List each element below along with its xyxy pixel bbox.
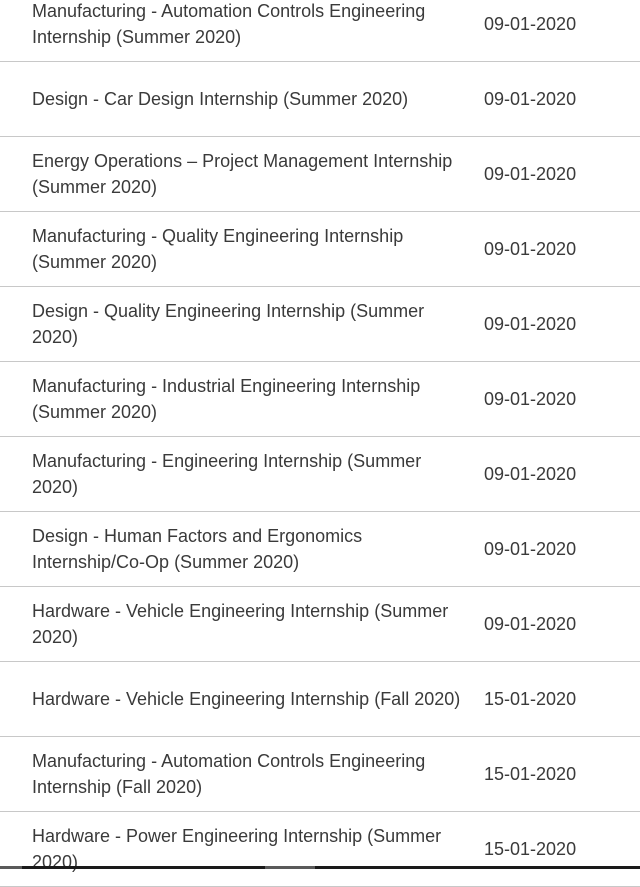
table-row[interactable]: Design - Car Design Internship (Summer 2… xyxy=(0,62,640,137)
job-title-link[interactable]: Manufacturing - Engineering Internship (… xyxy=(32,448,472,500)
table-row[interactable]: Manufacturing - Automation Controls Engi… xyxy=(0,0,640,62)
posted-date: 15-01-2020 xyxy=(484,761,576,787)
job-title-link[interactable]: Hardware - Vehicle Engineering Internshi… xyxy=(32,598,472,650)
posted-date: 09-01-2020 xyxy=(484,536,576,562)
job-title-link[interactable]: Energy Operations – Project Management I… xyxy=(32,148,472,200)
posted-date: 09-01-2020 xyxy=(484,11,576,37)
posted-date: 09-01-2020 xyxy=(484,311,576,337)
table-row[interactable]: Manufacturing - Engineering Internship (… xyxy=(0,437,640,512)
posted-date: 09-01-2020 xyxy=(484,236,576,262)
table-row[interactable]: Design - Quality Engineering Internship … xyxy=(0,287,640,362)
table-row[interactable]: Manufacturing - Industrial Engineering I… xyxy=(0,362,640,437)
posted-date: 09-01-2020 xyxy=(484,611,576,637)
table-row[interactable]: Hardware - Vehicle Engineering Internshi… xyxy=(0,587,640,662)
table-row[interactable]: Hardware - Power Engineering Internship … xyxy=(0,812,640,887)
table-row[interactable]: Manufacturing - Automation Controls Engi… xyxy=(0,737,640,812)
table-row[interactable]: Energy Operations – Project Management I… xyxy=(0,137,640,212)
posted-date: 09-01-2020 xyxy=(484,461,576,487)
posted-date: 09-01-2020 xyxy=(484,86,576,112)
job-title-link[interactable]: Design - Quality Engineering Internship … xyxy=(32,298,472,350)
table-row[interactable]: Design - Human Factors and Ergonomics In… xyxy=(0,512,640,587)
table-row[interactable]: Manufacturing - Quality Engineering Inte… xyxy=(0,212,640,287)
job-title-link[interactable]: Manufacturing - Industrial Engineering I… xyxy=(32,373,472,425)
posted-date: 09-01-2020 xyxy=(484,386,576,412)
job-title-link[interactable]: Manufacturing - Quality Engineering Inte… xyxy=(32,223,472,275)
posted-date: 15-01-2020 xyxy=(484,686,576,712)
posted-date: 09-01-2020 xyxy=(484,161,576,187)
job-title-link[interactable]: Design - Human Factors and Ergonomics In… xyxy=(32,523,472,575)
posted-date: 15-01-2020 xyxy=(484,836,576,862)
table-row[interactable]: Hardware - Vehicle Engineering Internshi… xyxy=(0,662,640,737)
job-title-link[interactable]: Manufacturing - Automation Controls Engi… xyxy=(32,748,472,800)
job-title-link[interactable]: Hardware - Vehicle Engineering Internshi… xyxy=(32,686,472,712)
job-title-link[interactable]: Manufacturing - Automation Controls Engi… xyxy=(32,0,472,50)
job-title-link[interactable]: Design - Car Design Internship (Summer 2… xyxy=(32,86,472,112)
